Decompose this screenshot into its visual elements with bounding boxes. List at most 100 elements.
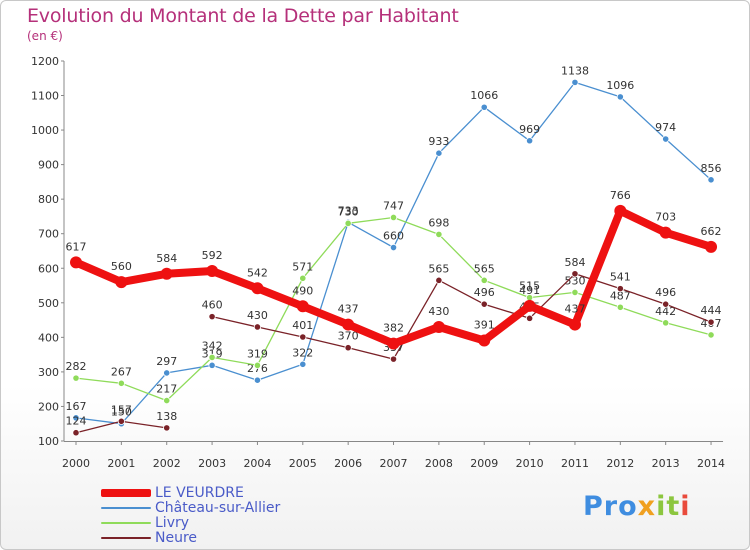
- data-label-livry: 698: [428, 216, 449, 229]
- data-point-chateau-sur-allier: [299, 360, 307, 368]
- data-label-le-veurdre: 391: [474, 318, 495, 331]
- data-label-livry: 267: [111, 365, 132, 378]
- legend-item-le-veurdre: LE VEURDRE: [101, 485, 280, 501]
- y-tick-label: 700: [38, 228, 59, 241]
- y-tick-label: 300: [38, 366, 59, 379]
- data-label-le-veurdre: 560: [111, 260, 132, 273]
- y-tick-label: 600: [38, 262, 59, 275]
- y-tick-label: 200: [38, 400, 59, 413]
- y-tick-label: 100: [38, 435, 59, 448]
- data-label-le-veurdre: 437: [338, 303, 359, 316]
- data-label-chateau-sur-allier: 167: [66, 400, 87, 413]
- data-label-chateau-sur-allier: 969: [519, 123, 540, 136]
- data-label-le-veurdre: 491: [519, 284, 540, 297]
- logo-part-3: it: [656, 491, 681, 522]
- data-point-neure: [299, 333, 307, 341]
- data-point-chateau-sur-allier: [163, 369, 171, 377]
- data-label-livry: 319: [247, 347, 268, 360]
- data-label-neure: 496: [655, 286, 676, 299]
- chart-unit: (en €): [27, 29, 63, 43]
- data-label-livry: 217: [156, 383, 177, 396]
- data-point-livry: [662, 319, 670, 327]
- legend-swatch: [101, 506, 151, 509]
- data-point-livry: [389, 213, 398, 222]
- data-point-le-veurdre: [614, 204, 627, 217]
- data-point-livry: [72, 374, 80, 382]
- logo-part-2: x: [637, 491, 657, 522]
- data-point-neure: [344, 344, 352, 352]
- data-label-livry: 747: [383, 199, 404, 212]
- data-point-neure: [707, 318, 715, 326]
- data-point-neure: [208, 313, 216, 321]
- data-point-chateau-sur-allier: [435, 149, 443, 157]
- data-point-chateau-sur-allier: [208, 361, 216, 369]
- legend-label: Livry: [155, 514, 190, 531]
- data-point-chateau-sur-allier: [72, 414, 80, 422]
- data-point-le-veurdre: [115, 276, 128, 289]
- data-point-livry: [253, 361, 262, 369]
- data-label-le-veurdre: 766: [610, 189, 631, 202]
- legend-item-neure: Neure: [101, 530, 280, 546]
- data-label-le-veurdre: 430: [428, 305, 449, 318]
- y-tick-label: 1100: [31, 90, 59, 103]
- data-point-chateau-sur-allier: [480, 103, 488, 111]
- data-point-neure: [571, 270, 579, 278]
- data-point-le-veurdre: [478, 334, 491, 347]
- data-point-le-veurdre: [296, 300, 309, 313]
- data-label-livry: 342: [202, 339, 223, 352]
- data-point-livry: [344, 219, 352, 227]
- data-label-chateau-sur-allier: 297: [156, 355, 177, 368]
- data-point-neure: [662, 300, 670, 308]
- data-label-neure: 584: [564, 256, 585, 269]
- x-tick-label: 2000: [62, 457, 90, 470]
- data-point-neure: [616, 285, 624, 293]
- logo-part-1: Pro: [583, 491, 638, 522]
- data-point-le-veurdre: [70, 256, 82, 269]
- data-label-chateau-sur-allier: 974: [655, 121, 676, 134]
- y-tick-label: 800: [38, 193, 59, 206]
- data-label-neure: 430: [247, 309, 268, 322]
- legend-label: Château-sur-Allier: [155, 499, 281, 516]
- data-label-livry: 730: [338, 205, 359, 218]
- data-point-livry: [616, 303, 624, 311]
- y-tick-label: 1000: [31, 124, 59, 137]
- data-label-chateau-sur-allier: 322: [292, 346, 313, 359]
- data-point-livry: [480, 276, 488, 284]
- data-point-le-veurdre: [432, 320, 445, 333]
- x-tick-label: 2004: [243, 457, 271, 470]
- data-point-chateau-sur-allier: [525, 137, 534, 145]
- x-tick-label: 2012: [606, 457, 634, 470]
- legend-swatch: [101, 521, 151, 524]
- data-point-livry: [163, 396, 171, 405]
- data-label-le-veurdre: 617: [66, 240, 87, 253]
- data-label-chateau-sur-allier: 1096: [606, 79, 634, 92]
- data-point-le-veurdre: [206, 265, 219, 278]
- data-label-chateau-sur-allier: 150: [111, 406, 132, 419]
- proxiti-logo: Proxiti: [583, 491, 691, 522]
- data-label-chateau-sur-allier: 856: [701, 162, 722, 175]
- data-point-livry: [571, 288, 579, 297]
- data-point-le-veurdre: [659, 226, 672, 239]
- data-label-le-veurdre: 703: [655, 211, 676, 224]
- data-point-neure: [253, 323, 262, 331]
- data-point-chateau-sur-allier: [253, 376, 262, 384]
- data-point-chateau-sur-allier: [389, 243, 398, 252]
- chart-title: Evolution du Montant de la Dette par Hab…: [27, 5, 459, 27]
- data-label-livry: 282: [66, 360, 87, 373]
- y-tick-label: 900: [38, 159, 59, 172]
- y-tick-label: 500: [38, 297, 59, 310]
- data-point-le-veurdre: [251, 282, 264, 295]
- data-label-chateau-sur-allier: 733: [338, 204, 359, 217]
- data-label-le-veurdre: 662: [701, 225, 722, 238]
- data-label-livry: 565: [474, 262, 495, 275]
- x-tick-label: 2001: [107, 457, 135, 470]
- legend-item-chateau-sur-allier: Château-sur-Allier: [101, 499, 281, 516]
- data-point-livry: [208, 353, 216, 361]
- data-label-chateau-sur-allier: 1138: [561, 64, 589, 77]
- data-label-neure: 460: [202, 299, 223, 312]
- y-tick-label: 400: [38, 331, 59, 344]
- data-label-livry: 487: [610, 289, 631, 302]
- x-tick-label: 2005: [289, 457, 317, 470]
